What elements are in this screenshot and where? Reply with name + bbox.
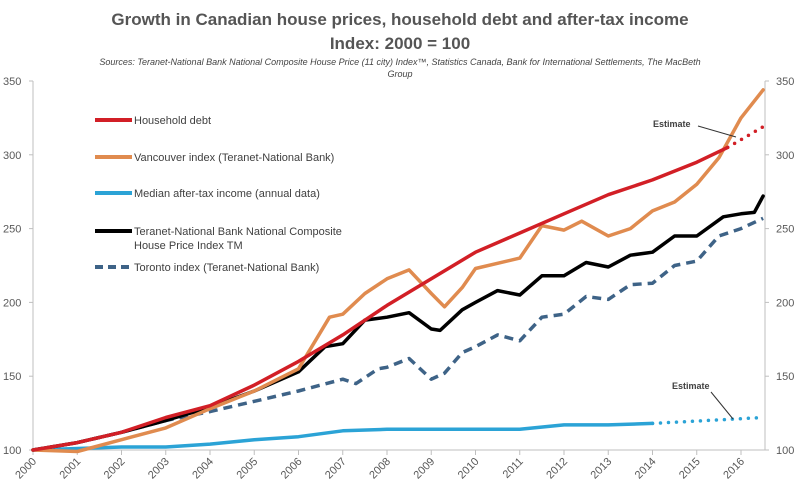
- x-tick-label: 2010: [456, 456, 482, 482]
- annotation-debt-pointer: [697, 125, 737, 138]
- legend-label-composite-line2: House Price Index TM: [134, 240, 243, 252]
- series-line-median-after-tax-income-annual-data: [31, 421, 655, 452]
- y-tick-label-right: 200: [776, 297, 794, 309]
- x-tick-label: 2014: [633, 456, 659, 482]
- y-tick-label-right: 300: [776, 150, 794, 162]
- series-estimate-median-after-tax-income-annual-data: [650, 415, 765, 426]
- legend-label-composite-line1: Teranet-National Bank National Composite: [134, 226, 342, 238]
- legend: Household debt Vancouver index (Teranet-…: [95, 115, 342, 274]
- y-tick-label-right: 350: [776, 76, 794, 88]
- legend-label-household-debt: Household debt: [134, 115, 211, 127]
- y-tick-label-left: 100: [3, 445, 21, 457]
- chart-title: Growth in Canadian house prices, househo…: [111, 10, 689, 29]
- x-tick-label: 2001: [58, 456, 84, 482]
- series-line-vancouver-index-teranet-national-bank: [31, 88, 765, 454]
- legend-label-toronto: Toronto index (Teranet-National Bank): [134, 262, 319, 274]
- y-tick-label-right: 150: [776, 371, 794, 383]
- x-tick-label: 2013: [589, 456, 615, 482]
- y-tick-label-left: 300: [3, 150, 21, 162]
- legend-label-median-income: Median after-tax income (annual data): [134, 188, 320, 200]
- y-tick-label-right: 100: [776, 445, 794, 457]
- x-tick-label: 2012: [544, 456, 570, 482]
- x-tick-label: 2016: [721, 456, 747, 482]
- chart-sources: Sources: Teranet-National Bank National …: [99, 57, 701, 79]
- x-tick-label: 2007: [323, 456, 349, 482]
- x-tick-label: 2004: [190, 456, 216, 482]
- chart-subtitle: Index: 2000 = 100: [329, 34, 471, 53]
- series-line-toronto-index-teranet-national-bank: [32, 216, 764, 452]
- y-tick-label-right: 250: [776, 224, 794, 236]
- annotation-income-estimate: Estimate: [672, 381, 710, 391]
- x-tick-label: 2002: [102, 456, 128, 482]
- x-tick-label: 2000: [13, 456, 39, 482]
- y-tick-label-left: 200: [3, 297, 21, 309]
- annotations: Estimate Estimate: [653, 119, 737, 420]
- annotation-debt-estimate: Estimate: [653, 119, 691, 129]
- x-tick-label: 2006: [279, 456, 305, 482]
- y-tick-label-left: 150: [3, 371, 21, 383]
- y-tick-label-left: 350: [3, 76, 21, 88]
- y-tick-label-left: 250: [3, 224, 21, 236]
- series-lines: [31, 88, 765, 454]
- legend-label-vancouver: Vancouver index (Teranet-National Bank): [134, 152, 334, 164]
- x-tick-label: 2005: [235, 456, 261, 482]
- x-tick-label: 2011: [501, 456, 526, 481]
- x-tick-label: 2008: [367, 456, 393, 482]
- x-tick-label: 2009: [412, 456, 438, 482]
- annotation-income-pointer: [710, 391, 734, 420]
- series-estimate-household-debt: [725, 125, 765, 150]
- x-tick-label: 2003: [146, 456, 172, 482]
- x-tick-label: 2015: [677, 456, 703, 482]
